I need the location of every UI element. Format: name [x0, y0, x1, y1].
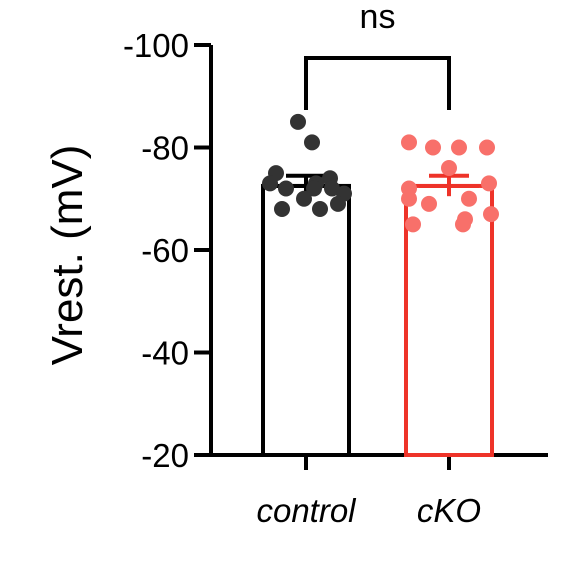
- data-point: [405, 216, 421, 233]
- data-point: [425, 139, 441, 156]
- y-tick-label: -100: [123, 27, 189, 64]
- y-tick-label: -80: [141, 130, 189, 167]
- data-point: [455, 216, 471, 233]
- data-point: [441, 160, 457, 176]
- data-points: [262, 113, 499, 233]
- data-point: [401, 190, 417, 207]
- data-point: [274, 201, 290, 217]
- x-tick-label: cKO: [417, 492, 481, 529]
- data-point: [461, 190, 477, 207]
- significance-bracket: ns: [304, 0, 451, 110]
- y-tick-label: -40: [141, 335, 189, 372]
- data-point: [451, 139, 467, 156]
- y-axis-title: Vrest. (mV): [43, 145, 92, 366]
- data-point: [296, 190, 312, 207]
- data-point: [330, 195, 346, 212]
- axes: -20 -40 -60 -80 -100 control cKO: [123, 27, 548, 529]
- significance-label: ns: [360, 0, 396, 36]
- data-point: [290, 113, 306, 130]
- y-tick-label: -20: [141, 437, 189, 474]
- data-point: [304, 134, 320, 151]
- data-point: [401, 134, 417, 151]
- bar-control: [261, 183, 351, 457]
- data-point: [278, 180, 294, 197]
- data-point: [262, 175, 278, 192]
- data-point: [483, 206, 499, 223]
- data-point: [421, 195, 437, 212]
- bracket-line: [304, 56, 451, 110]
- data-point: [312, 201, 328, 217]
- x-tick-label: control: [256, 492, 357, 529]
- data-point: [479, 139, 495, 156]
- data-point: [306, 180, 322, 197]
- data-point: [324, 180, 340, 197]
- y-tick-label: -60: [141, 232, 189, 269]
- data-point: [481, 175, 497, 192]
